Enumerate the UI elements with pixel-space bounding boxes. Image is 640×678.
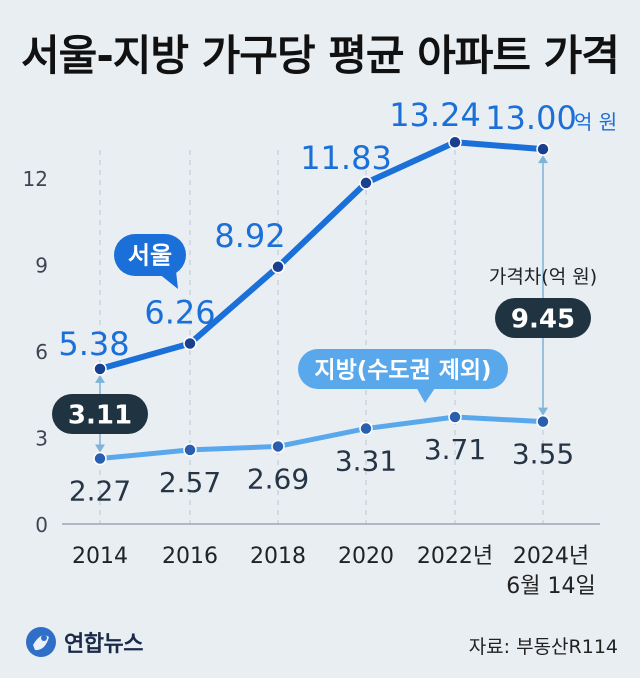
- gap-caption: 가격차(억 원): [489, 266, 597, 288]
- local-point-0: [93, 451, 107, 466]
- x-tick-label-3-0: 2020: [338, 544, 394, 569]
- x-tick-label-2-0: 2018: [250, 544, 306, 569]
- gap-2014-badge-text: 3.11: [68, 400, 132, 430]
- local-point-4: [448, 410, 462, 424]
- local-series-badge-text: 지방(수도권 제외): [314, 357, 491, 383]
- y-tick-label-3: 3: [35, 427, 48, 451]
- local-series-badge-bg: [298, 349, 508, 389]
- y-tick-label-6: 6: [35, 340, 48, 364]
- x-tick-label-5-0: 2024년: [513, 544, 589, 569]
- chart-title: 서울-지방 가구당 평균 아파트 가격: [21, 31, 620, 80]
- gap-2024-badge-bg: [495, 298, 591, 338]
- y-tick-label-12: 12: [23, 167, 48, 191]
- x-tick-label-4-0: 2022년: [417, 544, 493, 569]
- gap-2014-badge: 3.11: [52, 394, 148, 434]
- gap-2024-badge-text: 9.45: [511, 304, 575, 334]
- seoul-series-badge-pointer: [158, 271, 178, 289]
- source-note: 자료: 부동산R114: [468, 636, 618, 658]
- local-value-label-4: 3.71: [424, 433, 486, 466]
- seoul-value-label-5: 13.00: [485, 99, 577, 137]
- local-value-label-5: 3.55: [512, 438, 574, 471]
- seoul-point-2: [271, 260, 285, 274]
- seoul-value-label-3: 11.83: [300, 139, 392, 177]
- local-point-3: [359, 421, 373, 436]
- local-value-label-2: 2.69: [247, 462, 309, 495]
- local-series-badge: 지방(수도권 제외): [298, 349, 508, 403]
- seoul-point-4: [448, 135, 462, 149]
- seoul-value-label-1: 6.26: [144, 294, 215, 332]
- gap-2024-badge: 9.45: [495, 298, 591, 338]
- seoul-point-0: [93, 362, 107, 376]
- x-tick-label-0-0: 2014: [72, 544, 128, 569]
- gap-2014-arrow-down: [95, 444, 105, 453]
- local-point-2: [271, 439, 285, 454]
- seoul-value-label-2: 8.92: [214, 217, 285, 255]
- local-value-label-0: 2.27: [69, 475, 131, 508]
- y-tick-label-0: 0: [35, 513, 48, 537]
- y-tick-label-9: 9: [35, 254, 48, 278]
- seoul-line: [97, 139, 546, 372]
- local-value-label-1: 2.57: [159, 466, 221, 499]
- gap-2024-arrow-down: [538, 407, 548, 416]
- logo-text: 연합뉴스: [64, 632, 143, 657]
- unit-label: 억 원: [574, 110, 617, 134]
- yonhap-logo-icon: [26, 627, 56, 657]
- local-series-badge-pointer: [415, 385, 437, 403]
- seoul-point-5: [536, 142, 550, 156]
- x-tick-label-5-1: 6월 14일: [506, 574, 595, 599]
- local-value-label-3: 3.31: [335, 445, 397, 478]
- footer-logo: 연합뉴스: [24, 622, 143, 662]
- seoul-value-label-4: 13.24: [389, 96, 481, 134]
- seoul-value-label-0: 5.38: [58, 325, 129, 363]
- local-point-5: [536, 414, 550, 429]
- seoul-point-1: [183, 336, 197, 351]
- gap-2024-arrow-up: [538, 155, 548, 164]
- seoul-series-badge: 서울: [114, 234, 186, 289]
- gap-2014-arrow-up: [95, 374, 105, 383]
- seoul-series-badge-bg: [114, 234, 186, 276]
- x-tick-label-1-0: 2016: [162, 544, 218, 569]
- local-line: [97, 414, 546, 462]
- seoul-series-badge-text: 서울: [128, 242, 172, 270]
- gap-2014-badge-bg: [52, 394, 148, 434]
- seoul-point-3: [359, 176, 373, 190]
- local-point-1: [183, 443, 197, 457]
